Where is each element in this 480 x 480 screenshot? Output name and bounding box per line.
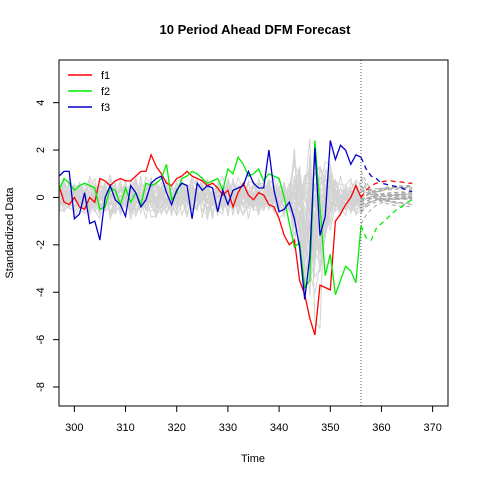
main-series-group xyxy=(59,140,362,336)
x-tick-label: 320 xyxy=(168,422,186,434)
background-forecast-line xyxy=(360,193,413,214)
plot-area xyxy=(59,60,413,406)
chart-title: 10 Period Ahead DFM Forecast xyxy=(160,22,352,37)
background-forecast-line xyxy=(360,197,413,225)
forecast-line-f2 xyxy=(360,199,413,241)
legend-label-f3: f3 xyxy=(101,102,110,114)
background-forecast-line xyxy=(360,190,413,197)
y-tick-label: 0 xyxy=(35,194,47,200)
x-tick-label: 300 xyxy=(65,422,83,434)
background-forecast-line xyxy=(360,187,413,192)
main-forecast-group xyxy=(360,156,413,241)
x-tick-label: 350 xyxy=(321,422,339,434)
series-line-f2 xyxy=(59,140,362,295)
y-tick-label: -6 xyxy=(35,335,47,345)
legend-label-f1: f1 xyxy=(101,70,110,82)
series-line-f3 xyxy=(59,140,362,300)
background-forecast-line xyxy=(360,179,413,208)
x-tick-label: 310 xyxy=(116,422,134,434)
x-tick-label: 370 xyxy=(423,422,441,434)
x-tick-label: 360 xyxy=(372,422,390,434)
forecast-line-f3 xyxy=(360,156,413,193)
y-axis-label: Standardized Data xyxy=(4,187,16,279)
y-tick-label: -4 xyxy=(35,287,47,297)
x-axis-label: Time xyxy=(241,453,265,465)
background-series-line xyxy=(59,179,362,279)
background-forecast-line xyxy=(360,197,413,200)
background-forecast-line xyxy=(360,191,413,203)
background-forecast-line xyxy=(360,170,413,206)
forecast-line-f1 xyxy=(360,180,413,198)
background-series-line xyxy=(59,174,362,250)
background-forecast-line xyxy=(360,184,413,201)
background-forecast-line xyxy=(360,193,413,206)
y-tick-label: -8 xyxy=(35,382,47,392)
legend: f1 f2 f3 xyxy=(68,70,110,114)
background-series-line xyxy=(59,175,362,252)
background-forecast-line xyxy=(360,186,413,202)
background-forecast-line xyxy=(360,196,413,209)
plot-frame xyxy=(58,59,449,407)
y-tick-label: 2 xyxy=(35,147,47,153)
y-axis: -8 -6 -4 -2 0 2 4 xyxy=(35,100,59,392)
y-tick-label: 4 xyxy=(35,100,47,106)
background-forecast-group xyxy=(360,170,413,225)
series-line-f1 xyxy=(59,152,362,336)
legend-label-f2: f2 xyxy=(101,86,110,98)
x-axis: 300 310 320 330 340 350 360 370 xyxy=(65,406,442,434)
x-tick-label: 330 xyxy=(219,422,237,434)
y-tick-label: -2 xyxy=(35,240,47,250)
x-tick-label: 340 xyxy=(270,422,288,434)
